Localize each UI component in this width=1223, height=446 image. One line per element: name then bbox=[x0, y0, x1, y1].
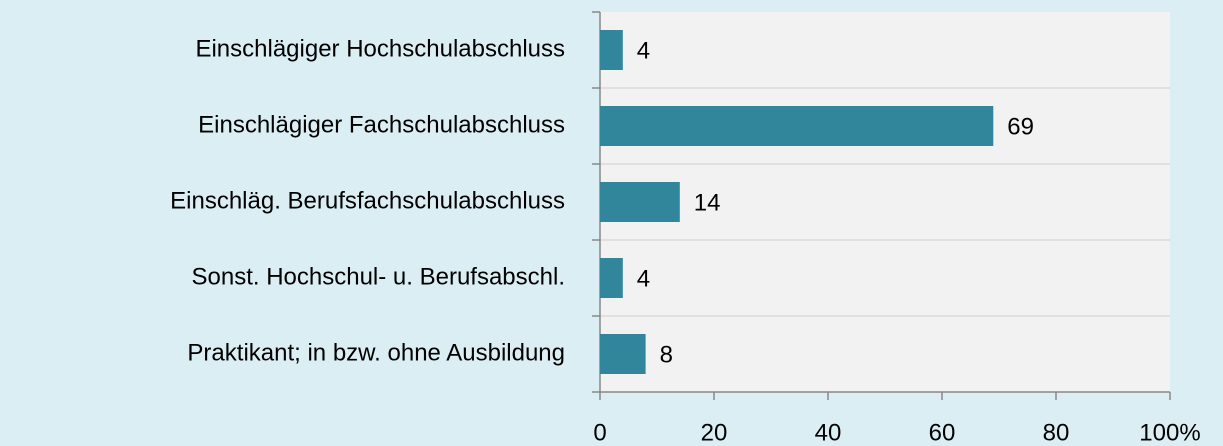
data-label: 4 bbox=[637, 37, 650, 64]
bar bbox=[600, 30, 623, 70]
x-tick-label: 80 bbox=[1043, 419, 1070, 446]
data-label: 8 bbox=[660, 341, 673, 368]
bar bbox=[600, 258, 623, 298]
x-tick-label: 0 bbox=[593, 419, 606, 446]
y-tick-label: Praktikant; in bzw. ohne Ausbildung bbox=[187, 339, 565, 366]
data-label: 14 bbox=[694, 189, 721, 216]
y-tick-label: Einschläg. Berufsfachschulabschluss bbox=[170, 187, 565, 214]
bar bbox=[600, 334, 646, 374]
y-tick-label: Sonst. Hochschul- u. Berufsabschl. bbox=[191, 263, 565, 290]
bar bbox=[600, 182, 680, 222]
data-label: 69 bbox=[1007, 113, 1034, 140]
x-tick-label: 20 bbox=[701, 419, 728, 446]
x-tick-label: 100% bbox=[1139, 419, 1200, 446]
data-label: 4 bbox=[637, 265, 650, 292]
y-tick-label: Einschlägiger Fachschulabschluss bbox=[198, 111, 565, 138]
x-tick-label: 60 bbox=[929, 419, 956, 446]
plot-area bbox=[600, 12, 1170, 392]
y-tick-label: Einschlägiger Hochschulabschluss bbox=[195, 35, 565, 62]
bar bbox=[600, 106, 994, 146]
x-tick-label: 40 bbox=[815, 419, 842, 446]
